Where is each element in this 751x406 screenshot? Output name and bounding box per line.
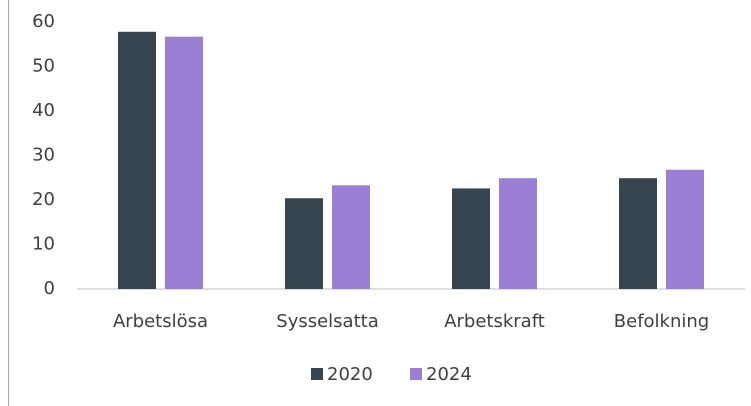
x-tick-label: Sysselsatta [276, 311, 378, 332]
y-tick-label: 40 [32, 100, 55, 121]
y-tick-label: 50 [32, 56, 55, 77]
y-tick-label: 0 [44, 278, 55, 299]
bar [499, 178, 537, 289]
y-tick-label: 30 [32, 145, 55, 166]
y-tick-label: 10 [32, 234, 55, 255]
x-tick-label: Arbetslösa [113, 311, 208, 332]
bar [666, 169, 704, 289]
legend-label: 2020 [327, 364, 373, 385]
x-tick-label: Arbetskraft [444, 311, 545, 332]
legend-swatch [410, 368, 422, 380]
legend-label: 2024 [426, 364, 472, 385]
bar [165, 36, 203, 290]
bar [619, 178, 657, 289]
bar [452, 188, 490, 289]
legend-swatch [311, 368, 323, 380]
bar [118, 31, 156, 289]
bar [285, 198, 323, 289]
x-tick-label: Befolkning [614, 311, 709, 332]
y-tick-label: 60 [32, 11, 55, 32]
y-tick-label: 20 [32, 189, 55, 210]
bar [332, 185, 370, 289]
